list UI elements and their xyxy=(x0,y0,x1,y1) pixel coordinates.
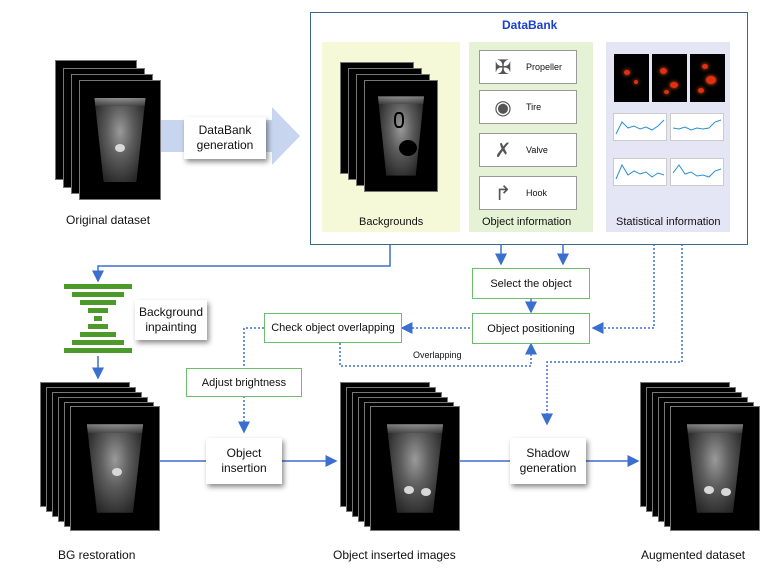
stat-plot-2 xyxy=(670,113,724,141)
object-insertion-box: Object insertion xyxy=(206,438,282,484)
background-inpainting-label: Background inpainting xyxy=(138,305,204,334)
object-positioning-label: Object positioning xyxy=(487,322,575,335)
object-card-propeller: ✠ Propeller xyxy=(479,50,577,84)
select-object-box: Select the object xyxy=(472,268,590,299)
stat-info-label: Statistical information xyxy=(616,216,721,228)
stat-plot-4 xyxy=(670,158,724,186)
object-info-label: Object information xyxy=(482,216,572,228)
object-card-hook: ↱ Hook xyxy=(479,176,577,210)
backgrounds-to-inpainting-line xyxy=(92,233,391,283)
object-card-tire: ◉ Tire xyxy=(479,90,577,124)
databank-generation-label: DataBank generation xyxy=(196,123,254,152)
check-overlapping-box: Check object overlapping xyxy=(264,313,402,343)
heatmap-3 xyxy=(690,54,725,102)
original-dataset-stack xyxy=(55,60,165,200)
hook-icon: ↱ xyxy=(494,182,512,205)
hook-label: Hook xyxy=(526,188,548,198)
object-positioning-box: Object positioning xyxy=(472,313,590,344)
overlapping-loop-line xyxy=(339,342,537,367)
shadow-generation-label: Shadow generation xyxy=(519,446,577,475)
valve-label: Valve xyxy=(526,145,548,155)
object-insertion-label: Object insertion xyxy=(221,446,267,475)
backgrounds-stack xyxy=(340,62,445,202)
select-object-label: Select the object xyxy=(490,277,572,290)
augmented-label: Augmented dataset xyxy=(641,548,746,562)
original-dataset-label: Original dataset xyxy=(66,213,151,227)
object-inserted-label: Object inserted images xyxy=(333,548,456,562)
shadow-generation-box: Shadow generation xyxy=(510,438,586,484)
adjust-brightness-label: Adjust brightness xyxy=(201,376,287,389)
stat-to-positioning-line xyxy=(591,236,655,334)
stat-plot-1 xyxy=(613,113,667,141)
overlapping-label: Overlapping xyxy=(413,350,462,360)
augmented-stack xyxy=(640,382,765,537)
stat-to-shadow-line xyxy=(541,236,683,426)
adjust-brightness-box: Adjust brightness xyxy=(186,368,302,397)
inpainting-network-icon xyxy=(64,284,134,356)
object-card-valve: ✗ Valve xyxy=(479,133,577,167)
valve-icon: ✗ xyxy=(494,139,512,162)
databank-generation-box: DataBank generation xyxy=(184,117,266,159)
tire-label: Tire xyxy=(526,102,542,112)
check-to-insertion-line xyxy=(238,327,264,434)
propeller-icon: ✠ xyxy=(494,56,512,79)
bg-restoration-label: BG restoration xyxy=(58,548,136,562)
stat-plot-3 xyxy=(613,158,667,186)
backgrounds-label: Backgrounds xyxy=(359,216,424,228)
bg-restoration-stack xyxy=(40,382,165,537)
databank-title: DataBank xyxy=(502,18,558,32)
propeller-label: Propeller xyxy=(526,62,563,72)
check-overlapping-label: Check object overlapping xyxy=(271,322,395,334)
object-inserted-stack xyxy=(340,382,465,537)
background-inpainting-box: Background inpainting xyxy=(135,300,207,340)
heatmap-2 xyxy=(652,54,687,102)
heatmap-1 xyxy=(614,54,649,102)
tire-icon: ◉ xyxy=(494,96,512,119)
